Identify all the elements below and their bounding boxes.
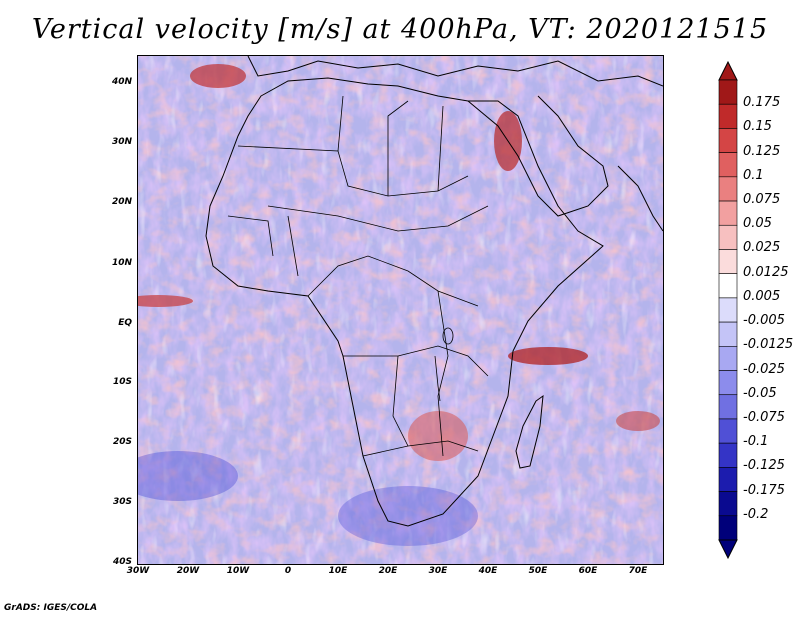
strong-updraft-patch	[190, 64, 246, 88]
lon-tick-label: 30E	[428, 566, 448, 576]
colorbar-tick-label: 0.15	[743, 119, 772, 135]
strong-updraft-patch	[508, 347, 588, 365]
colorbar-segment	[718, 152, 738, 178]
colorbar-tick-label: -0.025	[743, 361, 785, 377]
colorbar-tick-label: -0.0125	[743, 337, 794, 353]
colorbar-segment	[718, 370, 738, 396]
colorbar-segment	[718, 176, 738, 202]
colorbar-tick-label: 0.005	[743, 288, 781, 304]
colorbar-segment	[718, 224, 738, 250]
lat-tick-label: 20S	[112, 437, 132, 447]
colorbar-segment	[718, 515, 738, 541]
colorbar-segment	[718, 79, 738, 105]
lon-tick-label: 10W	[226, 566, 250, 576]
strong-updraft-patch	[138, 295, 193, 307]
lon-tick-label: 30W	[126, 566, 150, 576]
lat-tick-label: 30S	[112, 497, 132, 507]
lon-tick-label: 70E	[628, 566, 648, 576]
colorbar-tick-label: 0.075	[743, 192, 781, 208]
colorbar-tick-label: -0.175	[743, 482, 785, 498]
colorbar-tick-label: 0.025	[743, 240, 781, 256]
colorbar-segment	[718, 297, 738, 323]
lat-tick-label: EQ	[118, 318, 132, 328]
colorbar-segment	[718, 346, 738, 371]
lake-victoria	[442, 327, 454, 345]
updraft-patch	[616, 411, 660, 431]
colorbar-segment	[718, 103, 738, 129]
colorbar-tick-label: -0.125	[743, 458, 785, 474]
lat-tick-label: 40S	[112, 557, 132, 567]
colorbar-tick-label: -0.05	[743, 385, 777, 401]
lake-tanganyika	[434, 355, 441, 402]
colorbar	[718, 60, 738, 560]
downdraft-patch	[138, 451, 238, 501]
colorbar-segment	[718, 491, 738, 517]
colorbar-segment	[718, 321, 738, 347]
downdraft-patch	[338, 486, 478, 546]
colorbar-tick-label: 0.1	[743, 167, 764, 183]
colorbar-tick-label: -0.2	[743, 506, 769, 522]
india-coastline	[617, 165, 663, 232]
colorbar-segment	[718, 200, 738, 226]
colorbar-segment	[718, 442, 738, 468]
footer-credit: GrADS: IGES/COLA	[4, 603, 98, 613]
lon-tick-label: 20E	[378, 566, 398, 576]
colorbar-segment	[718, 249, 738, 274]
lon-tick-label: 0	[284, 566, 292, 576]
lat-tick-label: 10S	[112, 377, 132, 387]
madagascar-coastline	[515, 394, 544, 469]
colorbar-tick-label: -0.075	[743, 409, 785, 425]
colorbar-tick-label: 0.0125	[743, 264, 789, 280]
lat-tick-label: 20N	[111, 197, 132, 207]
colorbar-segment	[718, 128, 738, 153]
country-borders	[227, 95, 489, 457]
lon-tick-label: 60E	[578, 566, 598, 576]
lat-tick-label: 40N	[111, 77, 132, 87]
colorbar-tick-label: -0.005	[743, 313, 785, 329]
colorbar-tick-label: 0.05	[743, 216, 772, 232]
vertical-velocity-map	[137, 55, 664, 565]
colorbar-arrow-top	[718, 60, 738, 81]
lon-tick-label: 20W	[176, 566, 200, 576]
colorbar-tick-label: -0.1	[743, 434, 769, 450]
lon-tick-label: 10E	[328, 566, 348, 576]
chart-title: Vertical velocity [m/s] at 400hPa, VT: 2…	[31, 14, 769, 45]
lon-tick-label: 50E	[528, 566, 548, 576]
lon-tick-label: 40E	[478, 566, 498, 576]
colorbar-tick-label: 0.125	[743, 143, 781, 159]
field-noise-white	[138, 56, 663, 564]
lat-tick-label: 30N	[111, 137, 132, 147]
colorbar-segment	[718, 394, 738, 420]
colorbar-arrow-bottom	[718, 539, 738, 560]
colorbar-segment	[718, 467, 738, 492]
colorbar-segment	[718, 273, 738, 299]
eurasia-coastline	[247, 56, 663, 87]
arabia-coastline	[467, 95, 609, 217]
colorbar-segment	[718, 418, 738, 444]
colorbar-tick-label: 0.175	[743, 95, 781, 111]
lat-tick-label: 10N	[111, 258, 132, 268]
updraft-patch	[408, 411, 468, 461]
